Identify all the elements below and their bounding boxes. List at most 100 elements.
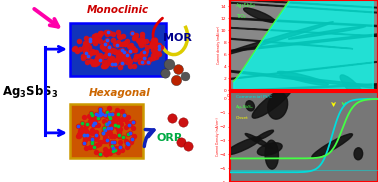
Point (139, 54, 145, 57)
Point (112, 120, 118, 122)
Point (95, 123, 101, 126)
Ellipse shape (277, 71, 328, 85)
Point (145, 60, 151, 63)
Point (136, 41, 143, 44)
Point (127, 44, 133, 47)
Point (97, 40, 103, 43)
Point (92, 124, 98, 127)
Point (104, 110, 110, 113)
Point (128, 121, 134, 124)
Point (113, 124, 119, 127)
Point (118, 52, 124, 55)
Point (105, 60, 111, 62)
Text: Ag₃SbS₃: Ag₃SbS₃ (236, 105, 253, 109)
Point (97, 107, 103, 110)
Point (114, 43, 120, 46)
Point (96, 142, 102, 145)
Point (125, 143, 131, 146)
Point (150, 49, 156, 52)
Point (129, 31, 135, 34)
Point (105, 126, 112, 129)
Point (139, 35, 145, 38)
Point (150, 57, 156, 60)
Point (103, 152, 109, 155)
Ellipse shape (312, 134, 353, 158)
Ellipse shape (288, 26, 366, 39)
Point (149, 43, 155, 46)
Point (139, 52, 145, 54)
Point (115, 124, 121, 127)
Point (141, 50, 147, 53)
Point (115, 126, 121, 128)
Point (156, 45, 162, 48)
Point (113, 111, 119, 114)
Ellipse shape (0, 2, 378, 34)
Ellipse shape (340, 75, 365, 100)
Point (108, 127, 114, 130)
Point (106, 126, 112, 129)
Ellipse shape (257, 143, 282, 155)
Point (93, 151, 99, 154)
Point (104, 52, 110, 55)
Point (81, 133, 87, 136)
Point (88, 142, 94, 145)
Point (90, 39, 96, 42)
Point (102, 54, 108, 57)
Point (126, 123, 132, 126)
Point (92, 121, 98, 124)
Point (138, 43, 144, 46)
Text: Commercial Pt/C: Commercial Pt/C (236, 95, 272, 99)
Point (143, 50, 149, 53)
Point (110, 39, 116, 41)
Point (90, 128, 96, 131)
Point (103, 122, 109, 124)
Point (149, 43, 155, 46)
Point (118, 122, 124, 125)
Point (107, 57, 113, 60)
Point (156, 53, 162, 56)
Point (117, 35, 123, 38)
Point (83, 129, 89, 132)
Point (108, 141, 114, 144)
Point (112, 62, 118, 65)
Point (124, 60, 130, 63)
Point (97, 110, 103, 113)
Ellipse shape (43, 69, 378, 100)
Point (125, 143, 131, 146)
Point (151, 40, 157, 43)
Point (110, 112, 116, 115)
Point (106, 46, 112, 49)
Point (106, 52, 112, 55)
Point (104, 138, 110, 141)
Ellipse shape (245, 134, 272, 149)
Point (85, 54, 91, 57)
Point (84, 133, 90, 136)
Point (116, 131, 122, 134)
Point (101, 132, 107, 135)
Point (104, 138, 110, 141)
Point (72, 47, 78, 50)
Point (94, 116, 101, 119)
Point (106, 106, 112, 109)
Point (96, 54, 102, 57)
Point (112, 49, 118, 52)
Point (104, 115, 110, 118)
Point (110, 112, 116, 115)
Point (83, 147, 89, 149)
Point (101, 132, 107, 135)
Point (104, 110, 110, 113)
Point (90, 144, 96, 147)
Point (95, 55, 101, 58)
Point (102, 42, 108, 45)
Point (92, 42, 98, 45)
Point (103, 31, 109, 33)
Point (90, 39, 96, 41)
Point (89, 60, 95, 63)
Ellipse shape (244, 8, 275, 22)
Point (150, 54, 156, 56)
Point (133, 55, 139, 58)
Point (156, 47, 162, 50)
Point (127, 131, 133, 134)
Point (91, 118, 97, 121)
Point (87, 38, 93, 41)
